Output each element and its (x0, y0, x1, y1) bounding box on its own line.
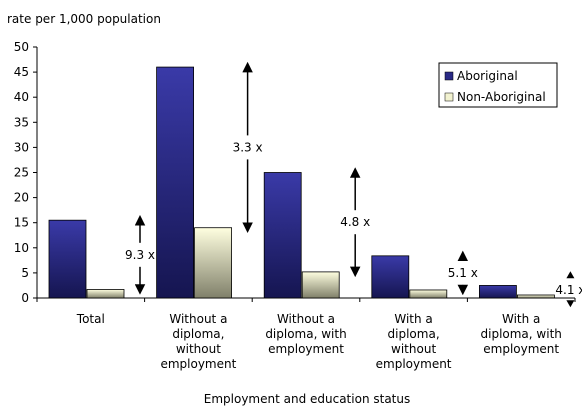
y-tick-label: 30 (14, 140, 29, 154)
ratio-label: 4.1 x (555, 283, 582, 297)
x-category-label: Without a diploma, without employment (160, 312, 236, 371)
legend-box (438, 62, 558, 108)
y-tick-label: 10 (14, 241, 29, 255)
ratio-arrows: 9.3 x 3.3 x 4.8 x 5.1 x 4.1 x (125, 61, 582, 308)
x-category-label: Without a diploma, with employment (265, 312, 346, 356)
y-tick-label: 20 (14, 191, 29, 205)
legend-label-aboriginal: Aboriginal (457, 69, 518, 83)
y-tick-label: 35 (14, 115, 29, 129)
bars (48, 66, 555, 299)
ratio-arrowhead-down (566, 300, 575, 308)
bar-aboriginal (48, 219, 87, 299)
y-axis-ticks: 0 5 10 15 20 25 30 35 40 45 50 (14, 40, 37, 305)
legend-swatch-non-aboriginal (444, 92, 454, 102)
ratio-label: 4.8 x (340, 215, 370, 229)
y-tick-label: 50 (14, 40, 29, 54)
bar-non-aboriginal (409, 289, 448, 299)
x-category-label: With a diploma, without employment (376, 312, 452, 371)
bar-non-aboriginal (517, 294, 555, 299)
ratio-label: 3.3 x (233, 140, 263, 154)
legend-swatch-aboriginal (444, 71, 454, 81)
y-axis-title: rate per 1,000 population (7, 12, 161, 26)
bar-non-aboriginal (86, 289, 125, 299)
x-axis-labels: Total Without a diploma, without employment W… (76, 312, 562, 371)
bar-aboriginal (371, 255, 410, 299)
x-axis-ticks (36, 298, 576, 302)
y-tick-label: 15 (14, 216, 29, 230)
x-category-label: With a diploma, with employment (481, 312, 562, 356)
bar-aboriginal (156, 66, 195, 299)
y-tick-label: 5 (21, 266, 29, 280)
x-category-label: Total (76, 312, 105, 326)
bar-non-aboriginal (301, 271, 340, 299)
y-tick-label: 40 (14, 90, 29, 104)
y-tick-label: 45 (14, 65, 29, 79)
ratio-arrowhead-up (566, 271, 575, 279)
y-tick-label: 0 (21, 291, 29, 305)
bar-aboriginal (263, 172, 302, 299)
y-tick-label: 25 (14, 166, 29, 180)
legend-label-non-aboriginal: Non-Aboriginal (457, 90, 546, 104)
x-axis-title: Employment and education status (204, 392, 410, 406)
bar-aboriginal (478, 285, 517, 299)
bar-non-aboriginal (194, 227, 233, 299)
ratio-label: 9.3 x (125, 248, 155, 262)
ratio-label: 5.1 x (448, 266, 478, 280)
legend: Aboriginal Non-Aboriginal (438, 62, 558, 108)
